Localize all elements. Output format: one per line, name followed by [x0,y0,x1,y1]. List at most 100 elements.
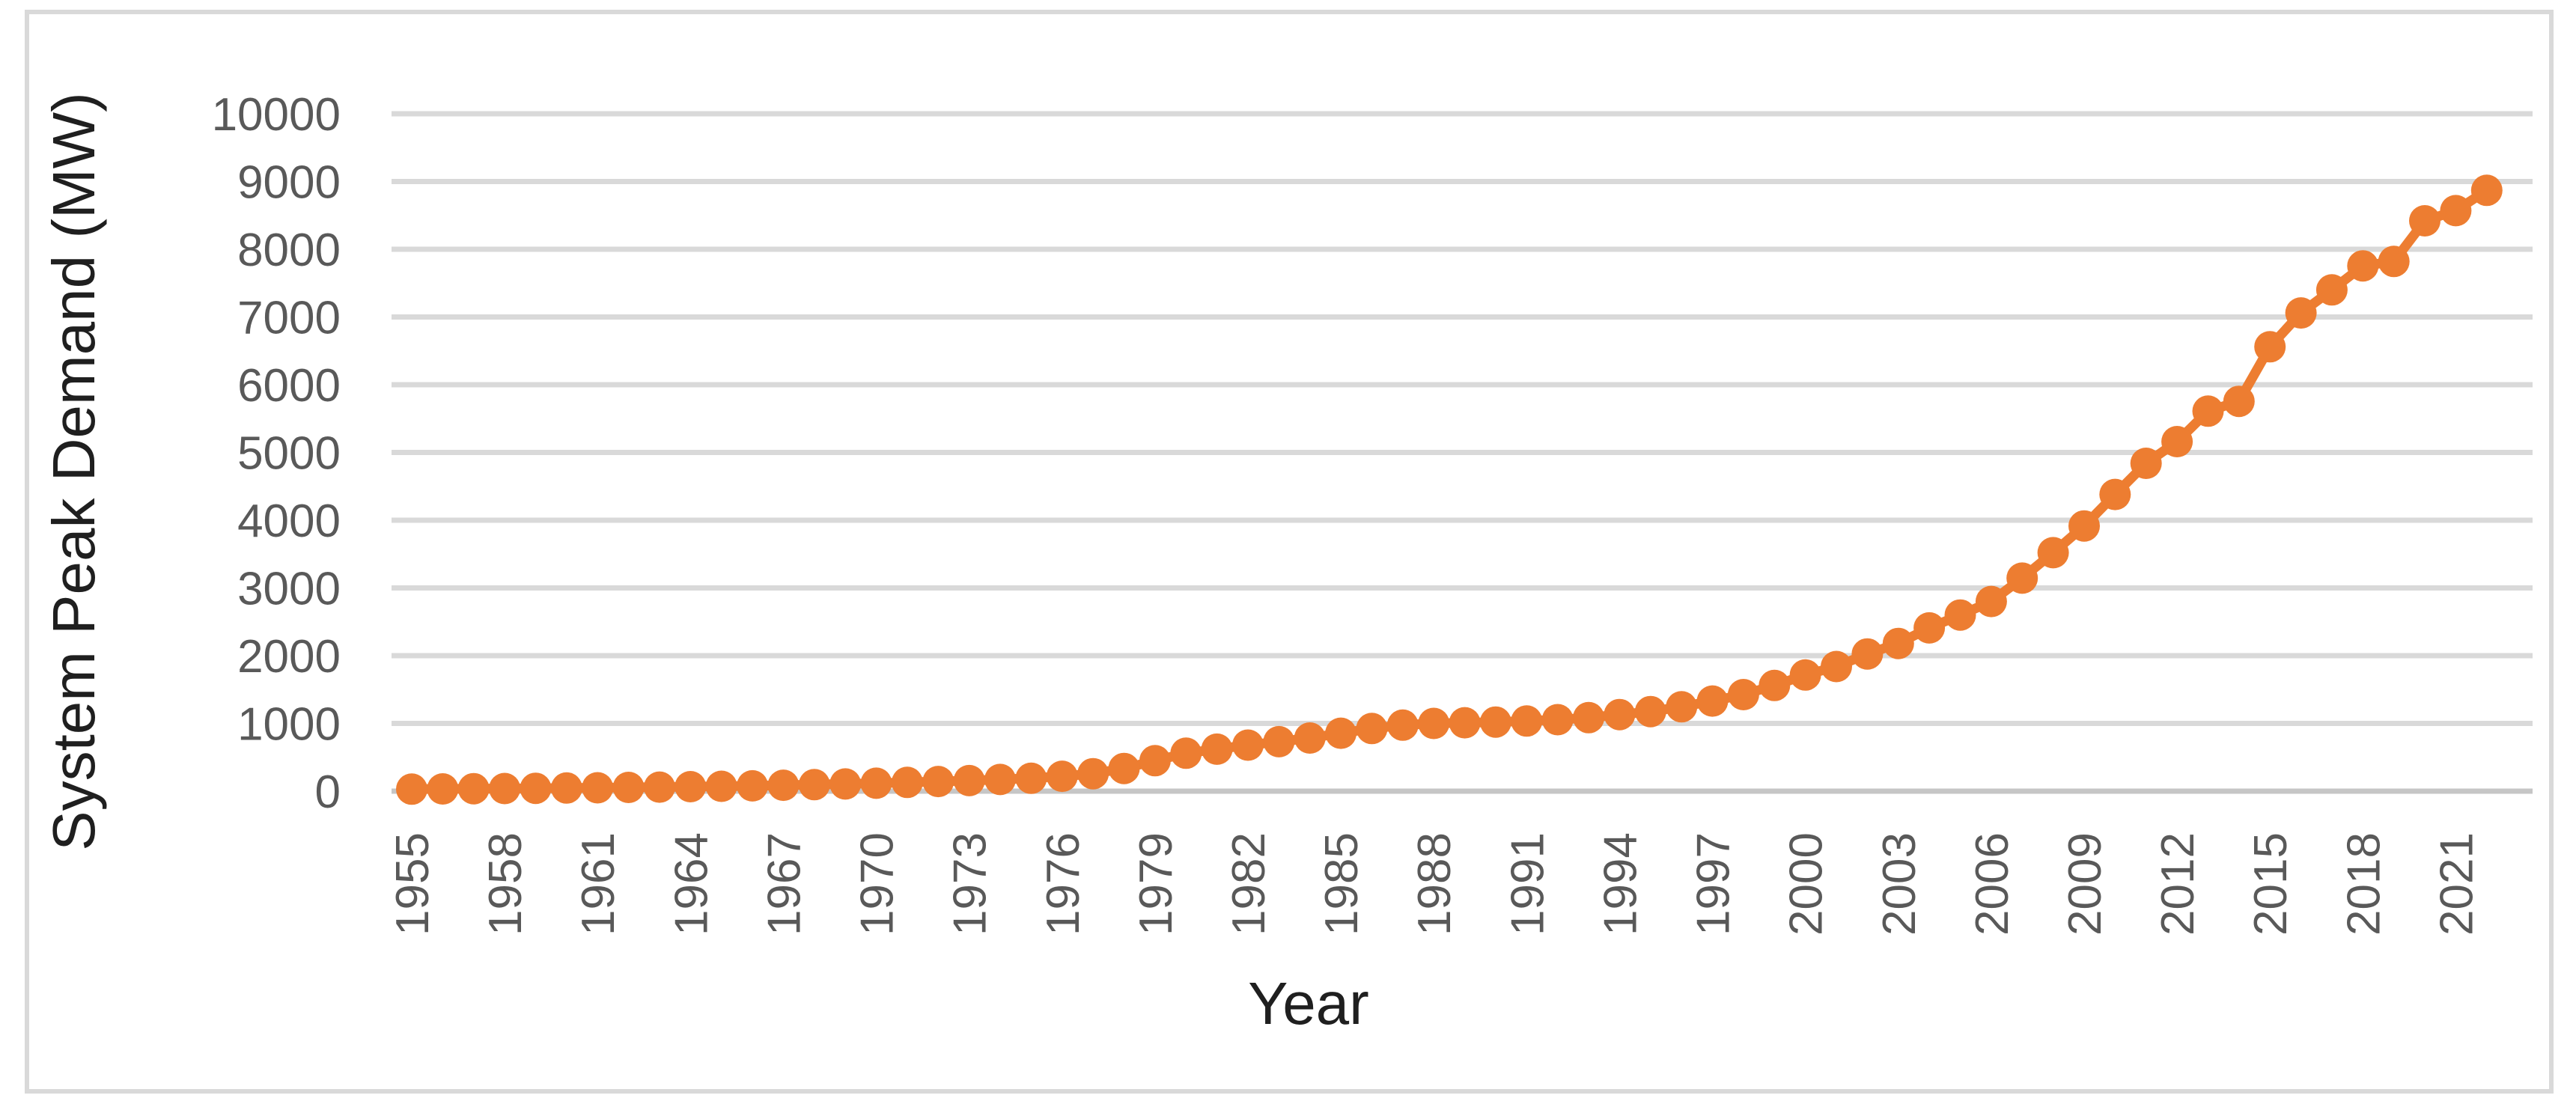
data-point [520,772,552,805]
data-point [922,766,954,798]
data-point [1356,713,1388,745]
x-tick-label: 2003 [1874,832,1925,936]
x-tick-label: 1982 [1223,832,1275,936]
data-point [737,769,769,802]
y-tick-label: 7000 [237,293,341,344]
data-point [1325,717,1357,749]
data-point [1541,704,1574,736]
data-point [767,769,800,802]
y-tick-label: 8000 [237,225,341,276]
x-axis-tick-labels: 1955 1958 1961 1964 1967 1970 1973 1976 1979 1982… [387,832,2482,936]
data-point [860,767,892,799]
x-tick-label: 2021 [2431,832,2482,936]
x-tick-label: 1964 [666,832,717,936]
data-point [1201,733,1233,765]
data-point [1727,679,1759,710]
data-point [2006,562,2038,594]
data-point [2161,426,2193,457]
data-point [1015,762,1047,794]
y-tick-label: 3000 [237,564,341,615]
x-tick-label: 2000 [1781,832,1833,936]
data-point [1046,760,1078,793]
y-tick-label: 5000 [237,428,341,480]
x-tick-label: 1976 [1038,832,1089,936]
x-tick-label: 1973 [945,832,996,936]
data-point [550,772,582,804]
demand-series [396,174,2503,805]
data-point [891,766,923,799]
data-point [2409,205,2440,237]
x-tick-label: 1958 [480,832,532,936]
data-point [1913,612,1946,644]
data-point [2254,331,2286,363]
y-tick-label: 9000 [237,157,341,209]
data-point [1386,709,1419,741]
data-point [1789,659,1821,691]
data-point [2130,448,2162,479]
data-point [1449,707,1481,739]
x-tick-label: 1991 [1502,832,1553,936]
data-point [1139,745,1171,777]
data-point [2315,274,2348,306]
x-tick-label: 2012 [2152,832,2204,936]
data-point [457,772,490,805]
data-point [2285,297,2317,329]
data-point [396,773,427,805]
data-point [984,763,1016,796]
y-tick-label: 1000 [237,699,341,751]
data-point [2378,246,2410,278]
y-axis-title: System Peak Demand (MW) [40,92,107,851]
data-point [1851,638,1884,670]
data-point [1479,706,1511,738]
data-point [705,770,737,802]
y-axis-tick-labels: 0 1000 2000 3000 4000 5000 6000 7000 8000 9000 100… [212,89,341,818]
data-point [1511,705,1543,737]
x-tick-label: 1970 [852,832,904,936]
chart-border [25,10,2554,1094]
data-point [1263,725,1295,757]
x-tick-label: 1988 [1409,832,1461,936]
data-point [1604,698,1636,731]
data-point [1573,701,1605,734]
data-point [2037,537,2069,569]
data-point [1821,650,1852,683]
x-axis-title: Year [1248,970,1369,1037]
data-point [644,771,675,803]
data-point [1975,585,2007,618]
data-point [1108,752,1140,784]
data-point [1418,707,1450,740]
data-point [582,772,614,804]
y-tick-label: 4000 [237,496,341,547]
y-tick-label: 0 [315,766,341,818]
data-point [427,773,459,805]
data-point [2223,385,2255,418]
y-tick-label: 10000 [212,89,341,141]
data-point [675,771,707,802]
data-point [1666,691,1698,723]
y-tick-label: 6000 [237,360,341,412]
data-point [1232,729,1264,761]
data-point [2440,195,2472,227]
data-point [1294,722,1326,754]
data-point [2192,395,2224,427]
data-point [1696,685,1729,717]
x-tick-label: 2009 [2059,832,2111,936]
data-point [1759,669,1791,701]
data-point [1077,757,1109,790]
data-point [2347,250,2379,282]
data-point [798,769,830,801]
data-point [1634,695,1666,728]
data-point [829,768,862,800]
x-tick-label: 1955 [387,832,439,936]
data-point [2068,510,2100,542]
data-point [1882,627,1914,659]
data-point [489,772,521,805]
data-point [612,772,645,803]
x-tick-label: 1985 [1316,832,1368,936]
x-tick-label: 1967 [758,832,810,936]
data-point [2099,478,2131,510]
x-tick-label: 2015 [2245,832,2297,936]
x-tick-label: 2018 [2338,832,2390,936]
